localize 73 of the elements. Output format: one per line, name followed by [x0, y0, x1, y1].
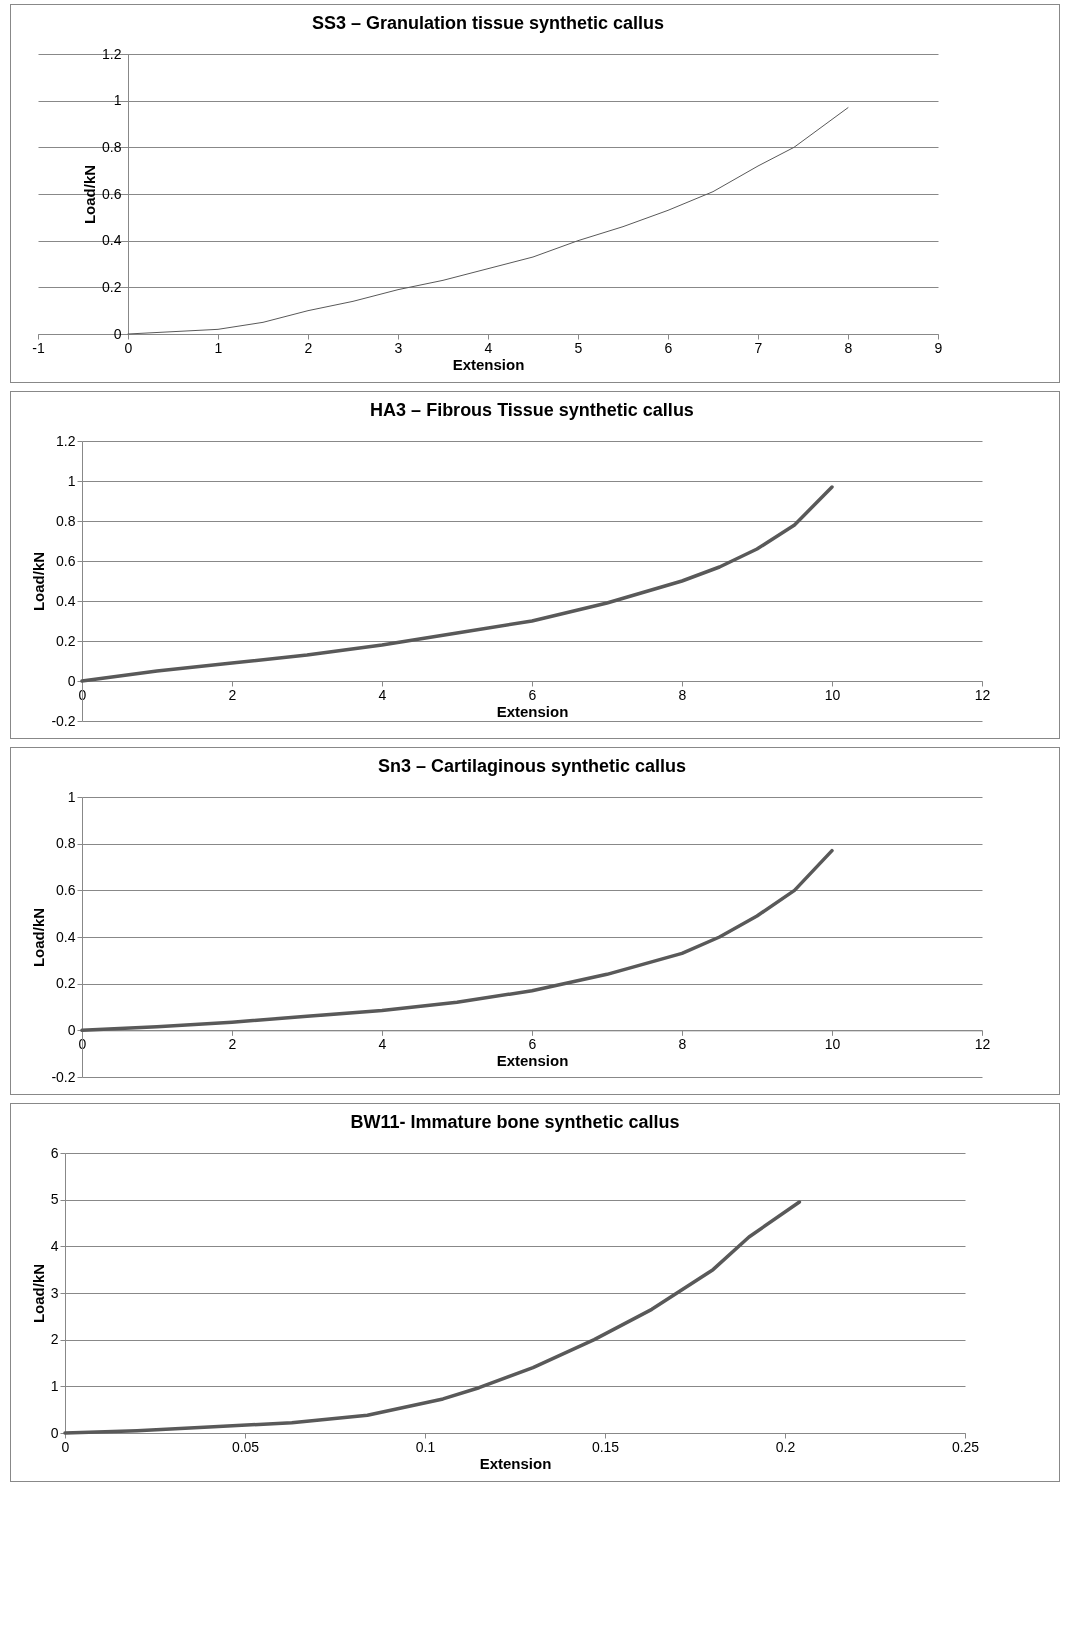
x-tick-label: 0.25: [951, 1438, 980, 1455]
x-tick-label: 9: [934, 339, 943, 356]
x-tick-label: 0.1: [415, 1438, 436, 1455]
x-tick-label: 4: [378, 1035, 387, 1052]
y-tick-label: 3: [50, 1284, 59, 1301]
x-tick-label: 8: [678, 686, 687, 703]
y-tick-label: 0.4: [56, 592, 76, 609]
y-tick-label: -0.2: [51, 1068, 76, 1085]
x-tick-label: 2: [228, 1035, 237, 1052]
y-tick-label: 0: [113, 325, 122, 342]
y-tick-label: 0: [67, 672, 76, 689]
line-series: [127, 107, 849, 335]
x-tick-label: 2: [304, 339, 313, 356]
x-tick-label: 4: [378, 686, 387, 703]
x-tick-label: 1: [214, 339, 223, 356]
x-tick-label: 6: [528, 1035, 537, 1052]
x-tick-label: -1: [32, 339, 45, 356]
y-tick-label: 0.2: [56, 975, 76, 992]
y-tick-label: 0.4: [56, 928, 76, 945]
x-axis-title: Extension: [496, 702, 569, 720]
x-tick-label: 10: [824, 1035, 841, 1052]
y-axis-title: Load/kN: [81, 164, 99, 225]
x-axis-title: Extension: [479, 1454, 552, 1472]
y-tick-label: 0: [50, 1424, 59, 1441]
y-tick-label: 1.2: [102, 45, 122, 62]
y-tick-label: 6: [50, 1144, 59, 1161]
x-tick-label: 3: [394, 339, 403, 356]
x-tick-label: 4: [484, 339, 493, 356]
y-tick-label: 1: [67, 788, 76, 805]
y-tick-label: 0.8: [56, 512, 76, 529]
y-tick-label: 0.6: [56, 552, 76, 569]
x-tick-label: 0: [124, 339, 133, 356]
x-tick-label: 8: [844, 339, 853, 356]
line-series: [80, 485, 834, 683]
x-tick-label: 0.2: [775, 1438, 796, 1455]
y-tick-label: 2: [50, 1331, 59, 1348]
chart-title: SS3 – Granulation tissue synthetic callus: [311, 13, 665, 33]
y-tick-label: 0: [67, 1021, 76, 1038]
x-tick-label: 0.15: [591, 1438, 620, 1455]
y-tick-label: 0.6: [102, 185, 122, 202]
x-axis-title: Extension: [452, 355, 525, 373]
y-tick-label: 0.8: [56, 835, 76, 852]
x-tick-label: 0.05: [231, 1438, 260, 1455]
y-tick-label: 4: [50, 1237, 59, 1254]
y-tick-label: 1: [50, 1377, 59, 1394]
line-series: [63, 1200, 802, 1435]
y-tick-label: -0.2: [51, 712, 76, 729]
x-tick-label: 12: [974, 1035, 991, 1052]
y-axis-title: Load/kN: [30, 907, 48, 968]
y-axis-title: Load/kN: [30, 551, 48, 612]
chart-title: BW11- Immature bone synthetic callus: [350, 1112, 680, 1132]
x-tick-label: 5: [574, 339, 583, 356]
x-tick-label: 6: [528, 686, 537, 703]
y-tick-label: 1.2: [56, 432, 76, 449]
y-tick-label: 1: [67, 472, 76, 489]
chart-title: Sn3 – Cartilaginous synthetic callus: [377, 756, 687, 776]
y-tick-label: 0.6: [56, 881, 76, 898]
x-tick-label: 10: [824, 686, 841, 703]
x-tick-label: 7: [754, 339, 763, 356]
y-tick-label: 0.2: [102, 278, 122, 295]
y-tick-label: 5: [50, 1191, 59, 1208]
line-series: [80, 848, 834, 1033]
y-tick-label: 0.8: [102, 138, 122, 155]
x-tick-label: 2: [228, 686, 237, 703]
chart-title: HA3 – Fibrous Tissue synthetic callus: [370, 400, 694, 420]
y-axis-title: Load/kN: [29, 1263, 47, 1324]
x-tick-label: 12: [974, 686, 991, 703]
x-tick-label: 8: [678, 1035, 687, 1052]
x-tick-label: 6: [664, 339, 673, 356]
x-axis-title: Extension: [496, 1051, 569, 1069]
y-tick-label: 1: [113, 92, 122, 109]
y-tick-label: 0.2: [56, 632, 76, 649]
y-tick-label: 0.4: [102, 232, 122, 249]
